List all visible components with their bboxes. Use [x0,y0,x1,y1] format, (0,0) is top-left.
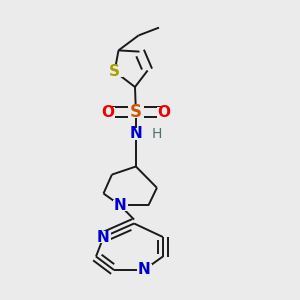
Text: N: N [114,198,126,213]
Bar [101,106,115,118]
Text: H: H [152,127,162,141]
Bar [112,200,128,211]
Text: S: S [109,64,120,79]
Bar [136,264,152,276]
Text: O: O [157,105,170,120]
Text: O: O [101,105,115,120]
Text: N: N [97,230,110,244]
Text: N: N [130,126,142,141]
Text: S: S [130,103,142,121]
Bar [157,106,171,118]
Bar [128,106,144,118]
Text: N: N [138,262,150,278]
Bar [106,65,123,77]
Bar [96,231,111,243]
Bar [128,128,143,140]
